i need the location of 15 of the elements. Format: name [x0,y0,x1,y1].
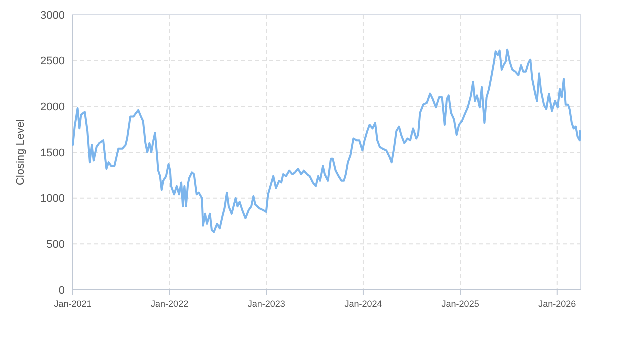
line-series [72,48,582,234]
x-tick-label: Jan-2024 [344,299,382,309]
y-tick-label: 2000 [40,102,65,114]
y-tick-label: 1500 [40,147,65,160]
x-tick-label: Jan-2022 [151,299,189,309]
x-tick-label: Jan-2023 [248,299,286,309]
x-tick-label: Jan-2026 [538,299,576,309]
y-tick-label: 500 [46,239,65,252]
y-tick-label: 2500 [40,56,65,68]
y-tick-label: 1000 [40,193,65,206]
y-tick-label: 3000 [40,10,65,22]
x-tick-label: Jan-2021 [54,299,92,309]
y-axis-title: Closing Level [15,119,27,186]
y-tick-label: 0 [58,284,65,297]
x-tick-label: Jan-2025 [442,299,480,309]
